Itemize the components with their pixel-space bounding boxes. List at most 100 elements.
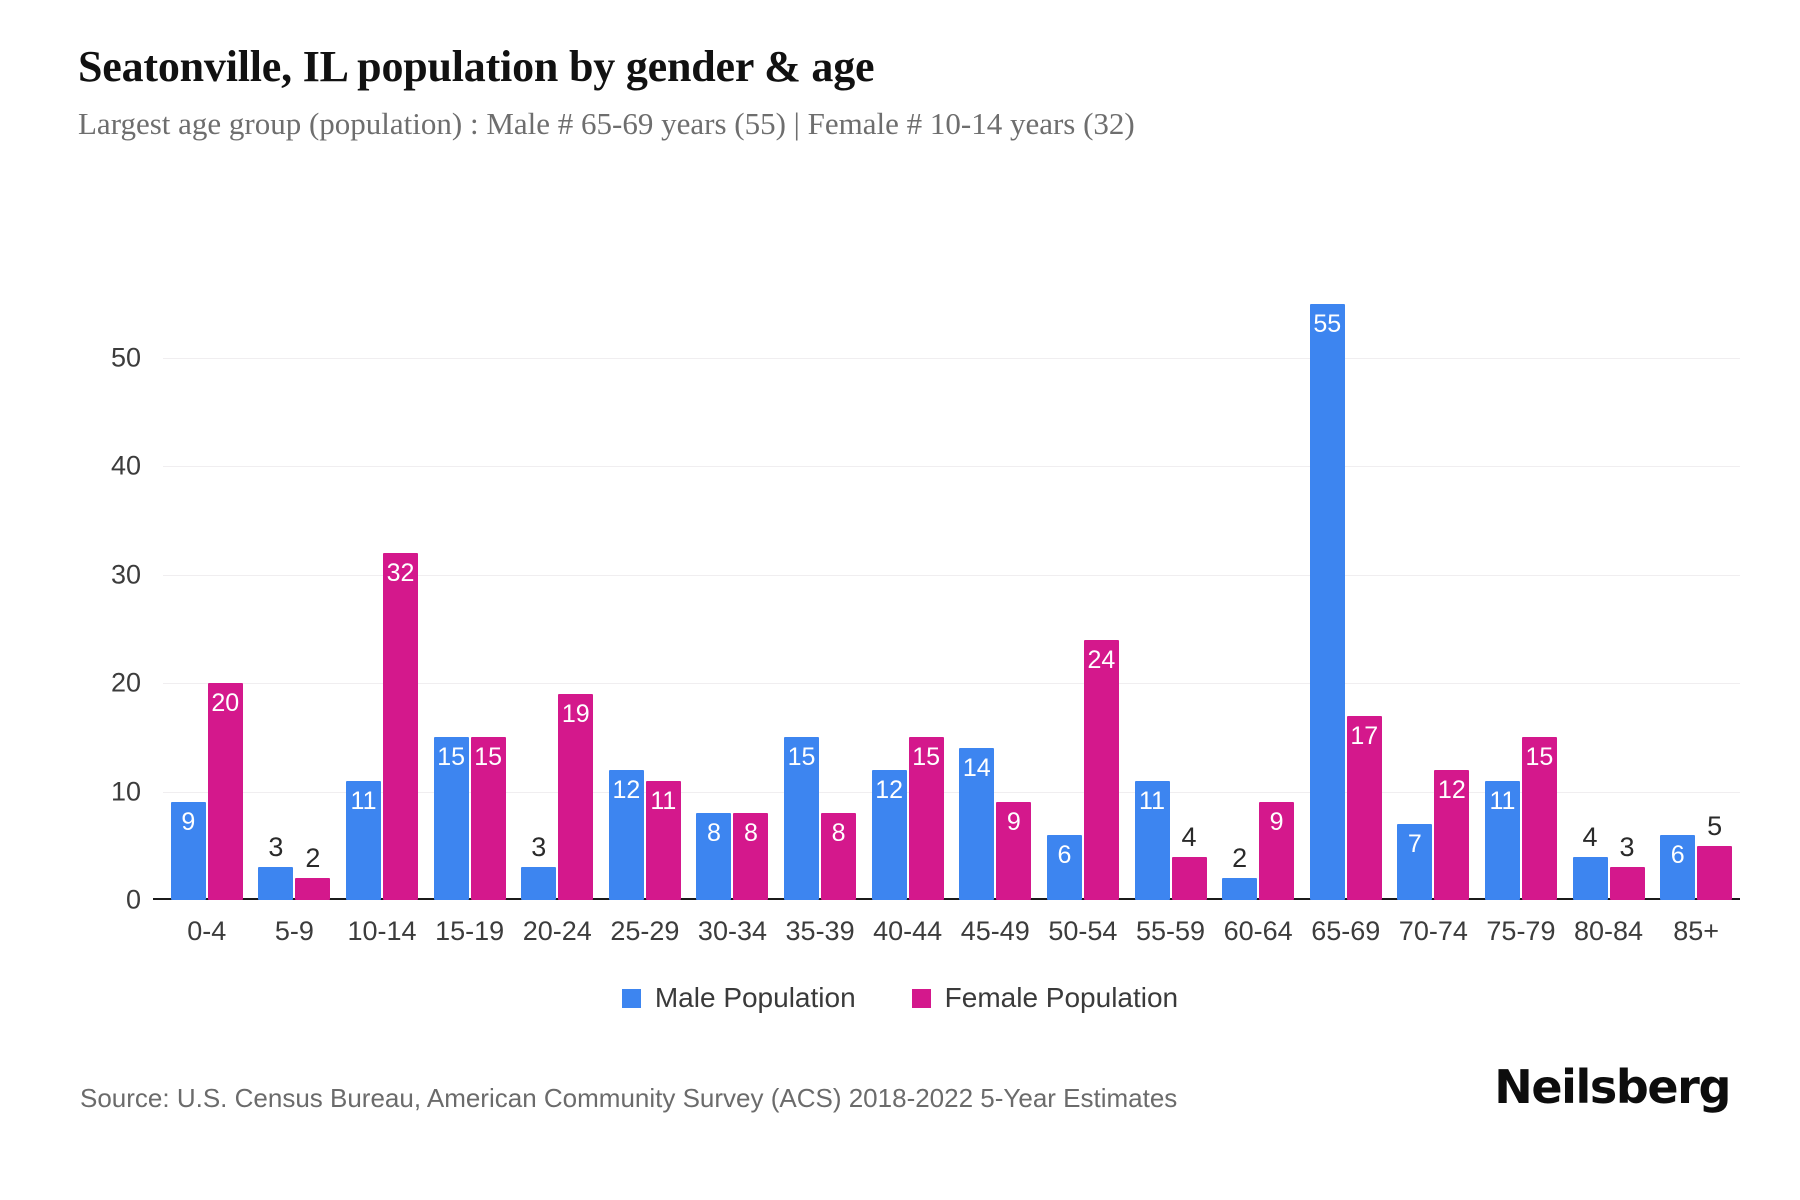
bar-female[interactable]: 5: [1697, 812, 1733, 900]
bar-group[interactable]: 3 19 20-24: [513, 240, 601, 946]
bar-group[interactable]: 55 17 65-69: [1302, 240, 1390, 946]
bar-value-label: 15: [787, 743, 816, 772]
bar-female[interactable]: 24: [1083, 639, 1119, 900]
bar-value-label: 32: [386, 559, 415, 588]
y-axis-tick-label: 30: [110, 559, 141, 590]
bar-group[interactable]: 3 2 5-9: [251, 240, 339, 946]
y-axis-tick-label: 10: [110, 776, 141, 807]
x-axis-tick-label: 5-9: [274, 916, 314, 946]
bar-female[interactable]: 15: [470, 737, 506, 900]
bar-group[interactable]: 15 15 15-19: [426, 240, 514, 946]
bar-value-label: 20: [211, 689, 240, 718]
bar-value-label: 15: [474, 743, 503, 772]
bar-female[interactable]: 11: [645, 780, 681, 900]
legend-item-male[interactable]: Male Population: [621, 982, 856, 1014]
legend-item-female[interactable]: Female Population: [911, 982, 1179, 1014]
bar-male[interactable]: 12: [608, 769, 644, 900]
bar-male[interactable]: 11: [346, 780, 382, 900]
gridline: [163, 466, 1740, 468]
bar-value-label: 3: [1619, 832, 1635, 863]
bar-value-label: 3: [268, 832, 284, 863]
plot-region: 0 10 20 30 40 50 9 20 0-4 3 2 5-9 11 32 10-14 15 15 15-1…: [111, 240, 1740, 946]
bar-group[interactable]: 9 20 0-4: [163, 240, 251, 946]
bar-female[interactable]: 32: [383, 553, 419, 900]
x-axis-tick-label: 80-84: [1574, 916, 1644, 946]
bar-value-label: 4: [1582, 821, 1598, 852]
bar-value-label: 2: [305, 843, 321, 874]
bar-male[interactable]: 4: [1572, 823, 1608, 900]
bar-group[interactable]: 2 9 60-64: [1214, 240, 1302, 946]
legend-swatch-icon: [911, 988, 931, 1008]
page-title: Seatonville, IL population by gender & a…: [78, 42, 875, 91]
bar-male[interactable]: 12: [871, 769, 907, 900]
bar-group[interactable]: 11 15 75-79: [1477, 240, 1565, 946]
x-axis-tick-label: 60-64: [1223, 916, 1293, 946]
bar-male[interactable]: 15: [784, 737, 820, 900]
bar-female[interactable]: 15: [908, 737, 944, 900]
bar-female[interactable]: 17: [1346, 715, 1382, 900]
bar-male[interactable]: 11: [1134, 780, 1170, 900]
chart-legend: Male Population Female Population: [0, 982, 1800, 1014]
bar-female[interactable]: 2: [295, 845, 331, 900]
bar-female[interactable]: 8: [821, 813, 857, 900]
bar-female[interactable]: 3: [1609, 834, 1645, 900]
bar-female[interactable]: 15: [1521, 737, 1557, 900]
bar-male[interactable]: 8: [696, 813, 732, 900]
bar-group[interactable]: 15 8 35-39: [776, 240, 864, 946]
bar-male[interactable]: 6: [1046, 834, 1082, 900]
bar-group[interactable]: 8 8 30-34: [689, 240, 777, 946]
bar-value-label: 17: [1350, 721, 1379, 750]
bar-group[interactable]: 11 4 55-59: [1127, 240, 1215, 946]
y-axis-tick-label: 40: [110, 450, 141, 481]
bar-value-label: 2: [1232, 843, 1248, 874]
bar-male[interactable]: 3: [521, 834, 557, 900]
gridline: [163, 574, 1740, 576]
x-axis-tick-label: 0-4: [187, 916, 227, 946]
gridline: [163, 683, 1740, 685]
bar-male[interactable]: 2: [1222, 845, 1258, 900]
x-axis-tick-label: 15-19: [435, 916, 505, 946]
bar-female[interactable]: 20: [207, 683, 243, 900]
x-axis-tick-label: 70-74: [1398, 916, 1468, 946]
legend-label: Female Population: [944, 982, 1179, 1013]
bar-female[interactable]: 4: [1171, 823, 1207, 900]
x-axis-tick-label: 10-14: [347, 916, 417, 946]
bar-value-label: 9: [1006, 808, 1021, 837]
bar-male[interactable]: 14: [959, 748, 995, 900]
bar-group[interactable]: 6 5 85+: [1652, 240, 1740, 946]
bar-group[interactable]: 6 24 50-54: [1039, 240, 1127, 946]
bar-groups: 9 20 0-4 3 2 5-9 11 32 10-14 15 15 15-19 3 19 20-24 12 1…: [163, 240, 1740, 946]
y-axis-tick-label: 50: [110, 342, 141, 373]
bar-female[interactable]: 8: [733, 813, 769, 900]
x-axis-tick-label: 25-29: [610, 916, 680, 946]
bar-value-label: 4: [1181, 821, 1197, 852]
bar-group[interactable]: 7 12 70-74: [1390, 240, 1478, 946]
x-axis-tick-label: 55-59: [1135, 916, 1206, 946]
source-note: Source: U.S. Census Bureau, American Com…: [80, 1083, 1178, 1113]
bar-group[interactable]: 14 9 45-49: [951, 240, 1039, 946]
x-axis-tick-label: 35-39: [785, 916, 855, 946]
bar-female[interactable]: 19: [558, 694, 594, 900]
bar-male[interactable]: 6: [1660, 834, 1696, 900]
bar-value-label: 11: [1489, 786, 1516, 815]
bar-male[interactable]: 11: [1484, 780, 1520, 900]
bar-male[interactable]: 7: [1397, 824, 1433, 900]
bar-female[interactable]: 12: [1434, 769, 1470, 900]
bar-male[interactable]: 15: [433, 737, 469, 900]
bar-group[interactable]: 12 11 25-29: [601, 240, 689, 946]
bar-value-label: 9: [181, 808, 196, 837]
bar-group[interactable]: 12 15 40-44: [864, 240, 952, 946]
bar-group[interactable]: 4 3 80-84: [1565, 240, 1653, 946]
bar-female[interactable]: 9: [996, 802, 1032, 900]
bar-male[interactable]: 9: [170, 802, 206, 900]
x-axis-tick-label: 40-44: [873, 916, 943, 946]
bar-value-label: 11: [350, 786, 377, 815]
bar-male[interactable]: 3: [258, 834, 294, 900]
y-axis-tick-label: 0: [125, 884, 141, 915]
bar-value-label: 3: [531, 832, 547, 863]
bar-value-label: 6: [1057, 840, 1072, 869]
bar-group[interactable]: 11 32 10-14: [338, 240, 426, 946]
bar-value-label: 55: [1313, 309, 1342, 338]
bar-male[interactable]: 55: [1309, 303, 1345, 900]
bar-female[interactable]: 9: [1259, 802, 1295, 900]
